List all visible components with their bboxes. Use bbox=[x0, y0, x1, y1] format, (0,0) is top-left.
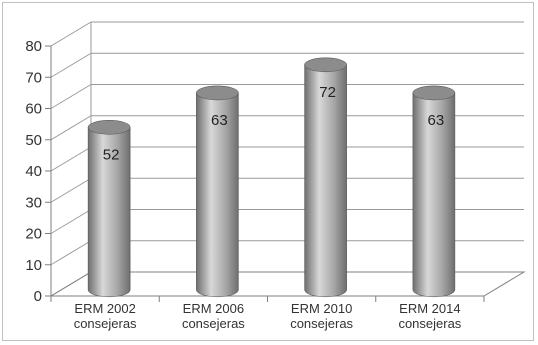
y-tick-label: 70 bbox=[25, 69, 42, 86]
floor bbox=[49, 271, 526, 297]
bar bbox=[196, 85, 239, 298]
bar-body bbox=[87, 127, 131, 298]
y-tick-label: 30 bbox=[25, 194, 42, 211]
bar-body bbox=[196, 92, 239, 298]
y-tick-label: 40 bbox=[25, 163, 42, 180]
gridline-depth bbox=[50, 209, 92, 234]
category-label: ERM 2002 bbox=[74, 301, 135, 316]
category-label: ERM 2006 bbox=[183, 301, 244, 316]
bar-top bbox=[87, 120, 131, 135]
data-label: 63 bbox=[428, 112, 445, 129]
gridline-depth bbox=[50, 84, 92, 109]
bar-top bbox=[304, 57, 347, 73]
gridline-depth bbox=[50, 52, 92, 78]
gridline-depth bbox=[50, 146, 92, 172]
category-label: consejeras bbox=[74, 316, 137, 331]
data-label: 72 bbox=[319, 84, 336, 101]
category-label: consejeras bbox=[398, 316, 461, 331]
bars bbox=[87, 57, 456, 298]
data-label: 63 bbox=[211, 112, 228, 129]
gridline-depth bbox=[50, 115, 92, 141]
category-label: ERM 2014 bbox=[399, 301, 460, 316]
category-label: consejeras bbox=[290, 316, 353, 331]
bar-top bbox=[196, 85, 239, 101]
bar-body bbox=[304, 64, 347, 298]
category-label: consejeras bbox=[182, 316, 245, 331]
y-tick-label: 0 bbox=[34, 288, 42, 305]
category-label: ERM 2010 bbox=[291, 301, 352, 316]
bar-body bbox=[412, 92, 456, 298]
gridline-depth bbox=[50, 240, 92, 266]
gridline-depth bbox=[50, 177, 92, 203]
bar bbox=[87, 120, 131, 298]
bar bbox=[304, 57, 347, 298]
y-tick-label: 80 bbox=[25, 38, 42, 55]
y-tick-label: 10 bbox=[25, 257, 42, 274]
data-label: 52 bbox=[103, 146, 120, 163]
bar bbox=[412, 85, 456, 298]
bar-top bbox=[412, 85, 456, 101]
y-tick-label: 60 bbox=[25, 101, 42, 118]
gridline-depth bbox=[50, 21, 92, 47]
y-tick-label: 50 bbox=[25, 132, 42, 149]
y-tick-label: 20 bbox=[25, 226, 42, 243]
axes bbox=[45, 22, 526, 302]
